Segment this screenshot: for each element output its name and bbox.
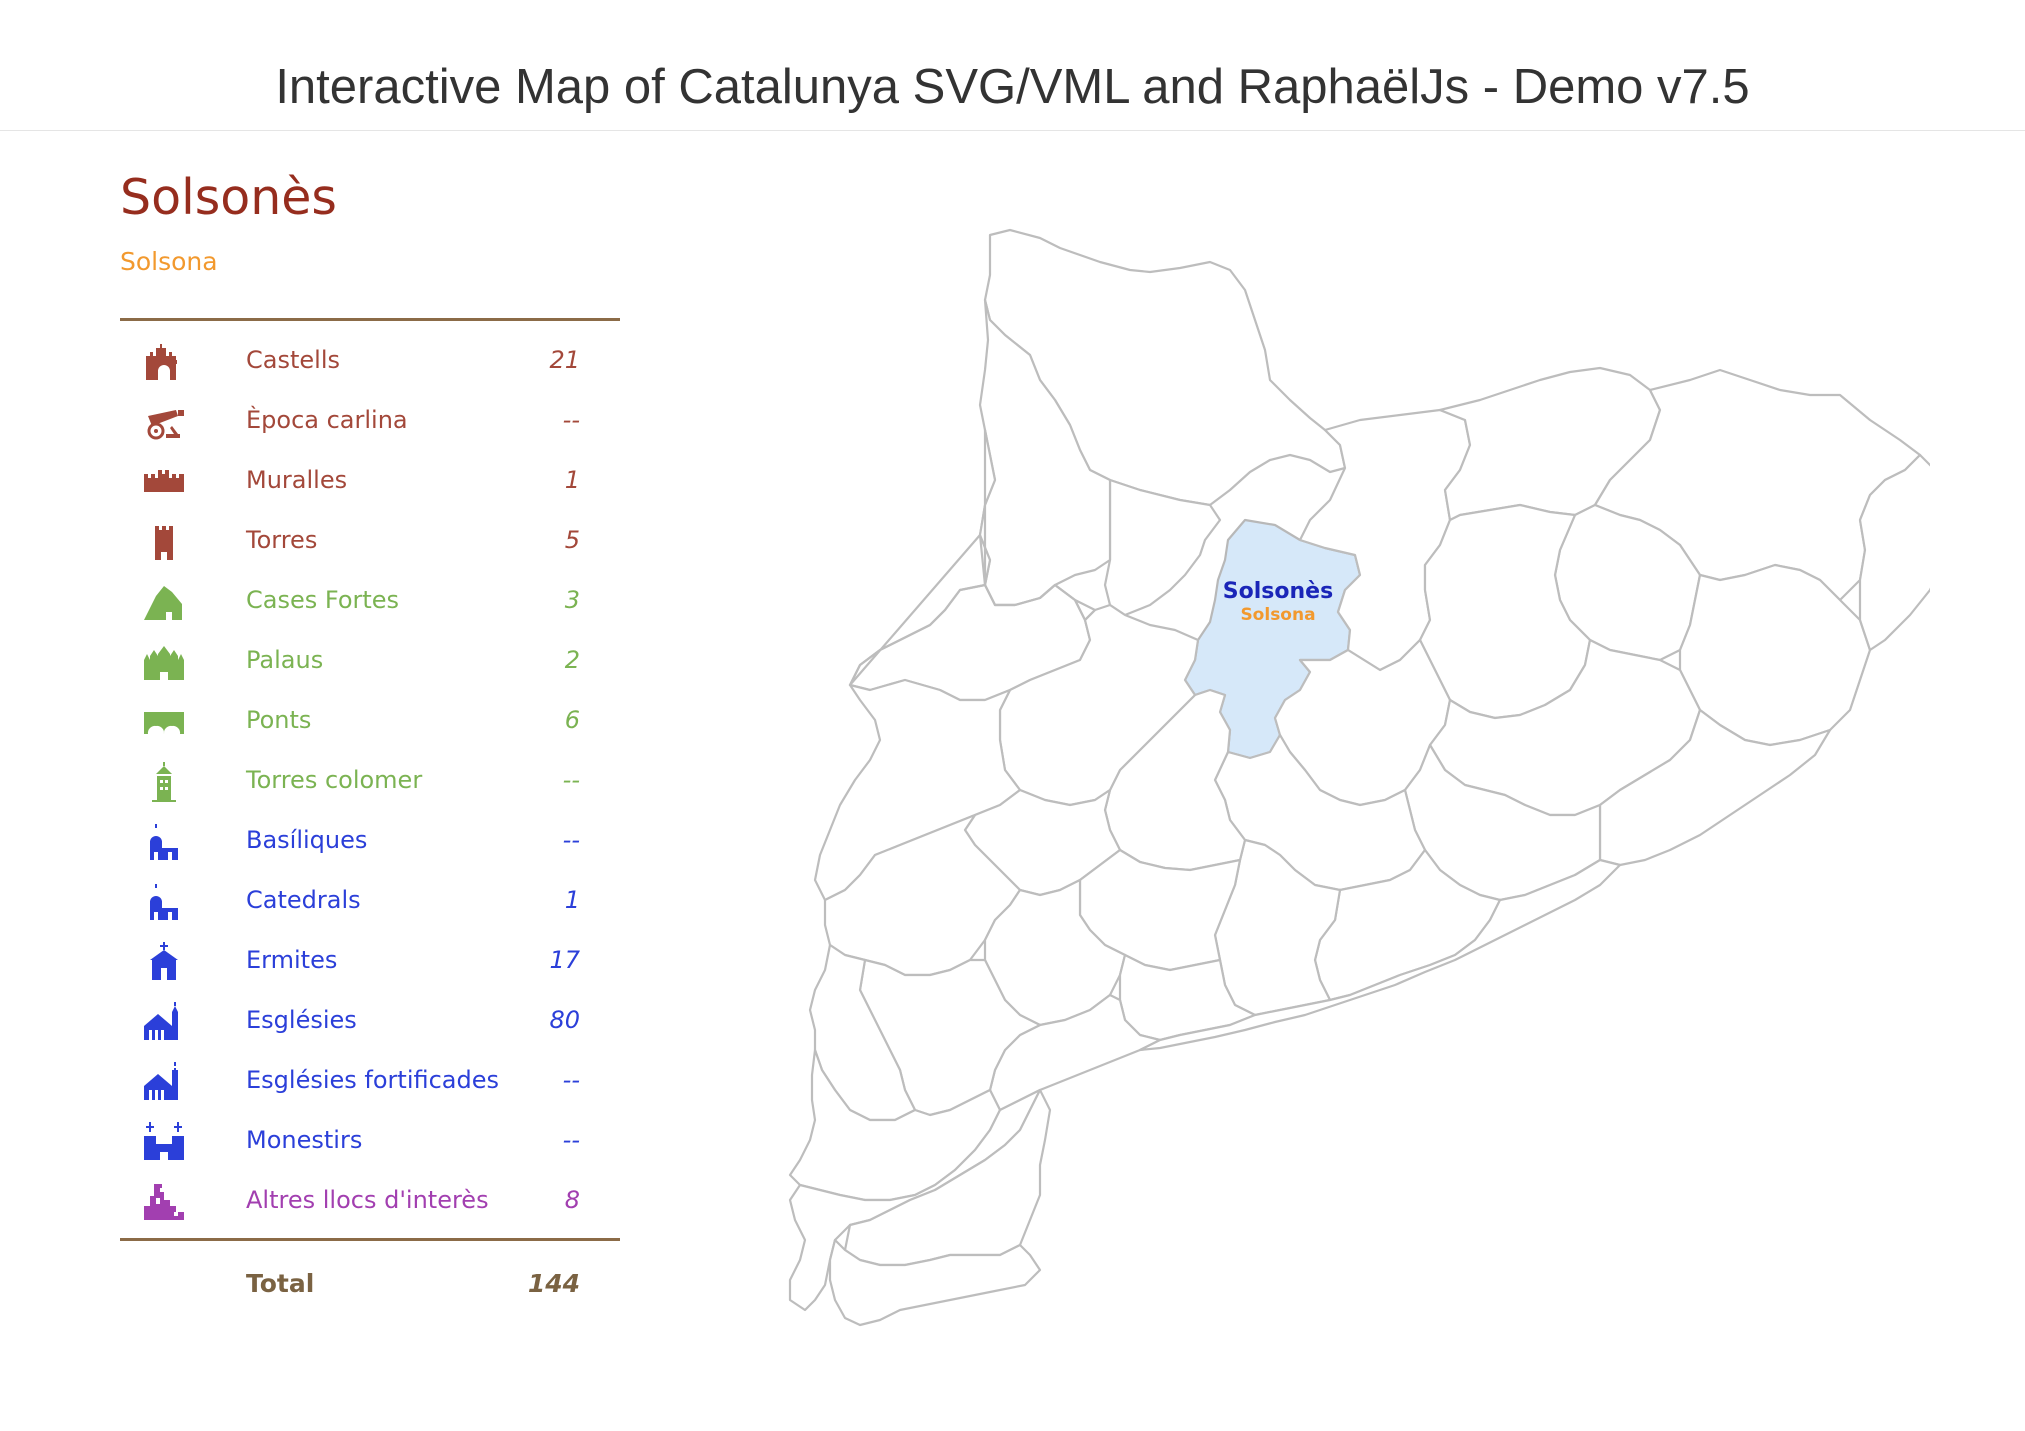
church-icon [142, 1002, 186, 1042]
category-row-cases-fortes[interactable]: Cases Fortes 3 [120, 570, 620, 630]
bridge-icon [142, 702, 186, 742]
fortified-church-icon [142, 1062, 186, 1102]
table-bottom-rule [120, 1238, 620, 1241]
category-count: 80 [549, 1006, 580, 1034]
total-row: Total 144 [120, 1261, 620, 1311]
category-count: 1 [564, 886, 580, 914]
total-count: 144 [527, 1269, 580, 1298]
map-label-region: Solsonès [1223, 579, 1333, 604]
cannon-icon [142, 402, 186, 442]
map-label-capital: Solsona [1240, 605, 1315, 625]
basilica-icon [142, 822, 186, 862]
category-label: Esglésies [246, 1006, 357, 1034]
category-row-palaus[interactable]: Palaus 2 [120, 630, 620, 690]
category-count: -- [562, 406, 580, 434]
total-label: Total [246, 1269, 315, 1298]
category-count: 8 [564, 1186, 580, 1214]
category-count: 5 [564, 526, 580, 554]
category-label: Esglésies fortificades [246, 1066, 500, 1094]
region-capital: Solsona [120, 247, 218, 276]
category-label: Torres colomer [246, 766, 423, 794]
tower-icon [142, 522, 186, 562]
category-row-ponts[interactable]: Ponts 6 [120, 690, 620, 750]
cathedral-icon [142, 882, 186, 922]
region-name: Solsonès [120, 169, 337, 226]
category-row-ermites[interactable]: Ermites 17 [120, 930, 620, 990]
category-label: Època carlina [246, 406, 408, 434]
map-region[interactable] [1138, 858, 1622, 1052]
category-count: -- [562, 766, 580, 794]
wall-icon [142, 462, 186, 502]
page-title: Interactive Map of Catalunya SVG/VML and… [275, 60, 1750, 114]
category-row-castells[interactable]: Castells 21 [120, 330, 620, 390]
category-count: 6 [564, 706, 580, 734]
monastery-icon [142, 1122, 186, 1162]
category-list: Castells 21 Època carlina -- Muralles 1 … [120, 330, 620, 1230]
category-row-muralles[interactable]: Muralles 1 [120, 450, 620, 510]
category-label: Ermites [246, 946, 338, 974]
category-count: 21 [549, 346, 580, 374]
other-places-icon [142, 1182, 186, 1222]
category-label: Palaus [246, 646, 324, 674]
category-count: -- [562, 1126, 580, 1154]
category-label: Monestirs [246, 1126, 363, 1154]
map-svg: Solsonès Solsona [788, 228, 1930, 1327]
castle-icon [142, 342, 186, 382]
category-row-esglesies-fortificades[interactable]: Esglésies fortificades -- [120, 1050, 620, 1110]
category-row-catedrals[interactable]: Catedrals 1 [120, 870, 620, 930]
category-label: Castells [246, 346, 340, 374]
category-count: 3 [564, 586, 580, 614]
category-count: -- [562, 1066, 580, 1094]
catalunya-map: Solsonès Solsona [780, 220, 1930, 1350]
hermitage-icon [142, 942, 186, 982]
dovecote-icon [142, 762, 186, 802]
category-label: Basíliques [246, 826, 368, 854]
map-region[interactable] [1598, 708, 1832, 867]
category-label: Muralles [246, 466, 348, 494]
category-label: Torres [246, 526, 318, 554]
table-top-rule [120, 318, 620, 321]
category-row-esglesies[interactable]: Esglésies 80 [120, 990, 620, 1050]
category-count: 1 [564, 466, 580, 494]
map-region[interactable] [1418, 503, 1592, 720]
category-label: Catedrals [246, 886, 361, 914]
map-region[interactable] [828, 1238, 1042, 1327]
category-label: Cases Fortes [246, 586, 400, 614]
palace-icon [142, 642, 186, 682]
category-row-basiliques[interactable]: Basíliques -- [120, 810, 620, 870]
map-region[interactable] [1103, 478, 1222, 617]
category-count: 17 [549, 946, 580, 974]
map-region[interactable] [1858, 453, 1930, 652]
category-row-torres-colomer[interactable]: Torres colomer -- [120, 750, 620, 810]
fortified-house-icon [142, 582, 186, 622]
page-header: Interactive Map of Catalunya SVG/VML and… [0, 0, 2025, 131]
map-region[interactable] [998, 603, 1200, 807]
category-row-torres[interactable]: Torres 5 [120, 510, 620, 570]
category-label: Ponts [246, 706, 312, 734]
category-label: Altres llocs d'interès [246, 1186, 489, 1214]
category-count: 2 [564, 646, 580, 674]
category-row-epoca-carlina[interactable]: Època carlina -- [120, 390, 620, 450]
category-row-altres-llocs[interactable]: Altres llocs d'interès 8 [120, 1170, 620, 1230]
map-region[interactable] [848, 533, 1097, 687]
category-row-monestirs[interactable]: Monestirs -- [120, 1110, 620, 1170]
category-count: -- [562, 826, 580, 854]
